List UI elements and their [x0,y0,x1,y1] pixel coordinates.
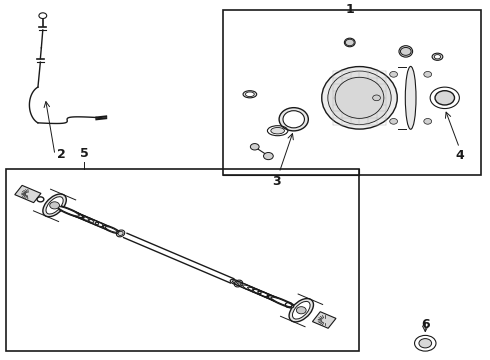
Circle shape [250,144,259,150]
Ellipse shape [335,77,384,118]
Ellipse shape [58,207,79,216]
Text: 3: 3 [272,175,281,188]
Ellipse shape [105,226,117,232]
Text: 2: 2 [57,148,66,162]
Ellipse shape [279,108,308,131]
Ellipse shape [230,279,239,284]
Ellipse shape [46,197,63,214]
Ellipse shape [293,301,310,319]
Ellipse shape [267,296,298,309]
Ellipse shape [344,38,355,47]
Circle shape [373,95,380,101]
Circle shape [49,202,59,209]
Ellipse shape [236,282,241,285]
Ellipse shape [283,111,304,128]
Polygon shape [313,312,336,328]
Text: 5: 5 [80,147,89,160]
Circle shape [345,39,354,46]
Ellipse shape [271,127,285,134]
Ellipse shape [54,205,83,218]
Circle shape [400,48,411,55]
Circle shape [424,72,432,77]
Ellipse shape [102,225,120,233]
Bar [6,169,360,351]
Ellipse shape [271,297,294,307]
Circle shape [419,339,432,348]
Circle shape [296,307,306,314]
Text: 6: 6 [421,318,430,330]
Text: 1: 1 [345,3,354,16]
Circle shape [435,91,455,105]
Text: 4: 4 [455,149,464,162]
Ellipse shape [328,71,391,125]
Ellipse shape [245,92,254,96]
Ellipse shape [43,194,66,217]
Ellipse shape [289,298,314,322]
Polygon shape [15,185,41,203]
Bar [223,10,481,175]
Ellipse shape [432,53,443,60]
Circle shape [264,153,273,159]
Ellipse shape [405,66,416,129]
Circle shape [424,118,432,124]
Circle shape [390,72,397,77]
Ellipse shape [118,231,123,235]
Ellipse shape [434,55,441,59]
Ellipse shape [243,91,257,98]
Circle shape [441,95,449,101]
Ellipse shape [399,46,413,57]
Ellipse shape [322,67,397,129]
Circle shape [390,118,397,124]
